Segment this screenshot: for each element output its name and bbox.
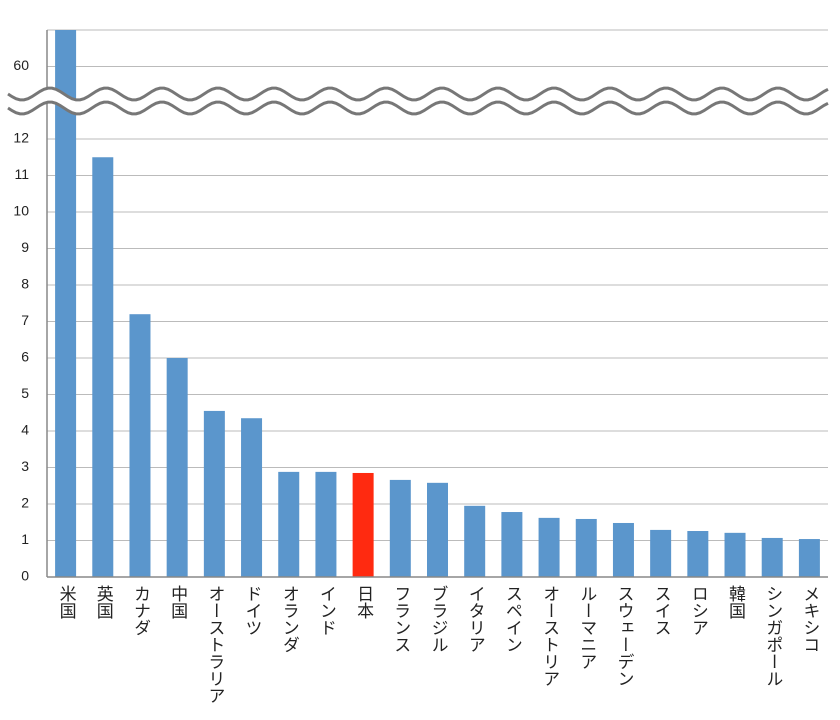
y-tick-label: 3 bbox=[21, 458, 29, 474]
y-tick-label: 4 bbox=[21, 422, 29, 438]
x-tick-label: スウェーデン bbox=[613, 585, 633, 687]
bar bbox=[687, 531, 709, 577]
bar bbox=[389, 479, 411, 577]
x-tick-label: 日本 bbox=[353, 585, 374, 619]
x-tick-label: ブラジル bbox=[428, 585, 448, 653]
bar bbox=[278, 471, 300, 577]
x-tick-label: インド bbox=[316, 585, 336, 636]
axis-break-line bbox=[7, 86, 829, 102]
bar bbox=[798, 539, 820, 577]
y-tick-label: 0 bbox=[21, 568, 29, 584]
y-tick-label: 10 bbox=[13, 203, 29, 219]
x-tick-label: シンガポール bbox=[762, 585, 782, 687]
x-tick-label: オランダ bbox=[279, 585, 299, 653]
x-tick-label: オーストラリア bbox=[204, 585, 224, 704]
bar bbox=[538, 517, 560, 577]
y-tick-label: 6 bbox=[21, 349, 29, 365]
y-tick-label: 12 bbox=[13, 130, 29, 146]
y-tick-label: 2 bbox=[21, 495, 29, 511]
bar bbox=[352, 472, 374, 577]
x-tick-label: 英国 bbox=[93, 585, 114, 619]
x-tick-label: イタリア bbox=[465, 585, 485, 653]
x-tick-label: ロシア bbox=[688, 585, 708, 636]
bar bbox=[166, 358, 188, 577]
bar bbox=[612, 522, 634, 577]
y-tick-label: 9 bbox=[21, 239, 29, 255]
x-tick-label: オーストリア bbox=[539, 585, 559, 687]
x-tick-label: メキシコ bbox=[799, 585, 819, 653]
y-tick-label: 8 bbox=[21, 276, 29, 292]
x-tick-label: スイス bbox=[651, 585, 671, 636]
x-tick-label: ルーマニア bbox=[576, 585, 596, 670]
x-tick-label: フランス bbox=[390, 585, 410, 653]
bar bbox=[129, 314, 151, 577]
bar bbox=[315, 471, 337, 577]
bar bbox=[501, 512, 523, 577]
bar bbox=[575, 518, 597, 577]
bar bbox=[241, 418, 263, 577]
bar bbox=[92, 157, 114, 577]
y-tick-label: 11 bbox=[14, 166, 29, 182]
x-tick-label: 米国 bbox=[56, 585, 77, 619]
y-tick-label: 60 bbox=[13, 57, 29, 73]
y-tick-label: 7 bbox=[21, 312, 29, 328]
bar bbox=[427, 482, 448, 577]
x-tick-label: カナダ bbox=[130, 585, 150, 636]
bar bbox=[650, 529, 672, 577]
bar bbox=[464, 505, 486, 577]
axis-break-line bbox=[7, 100, 829, 116]
bar bbox=[761, 537, 783, 577]
y-tick-label: 5 bbox=[21, 385, 29, 401]
y-tick-label: 1 bbox=[21, 531, 29, 547]
bar bbox=[203, 410, 225, 577]
x-tick-label: スペイン bbox=[502, 585, 522, 653]
x-tick-label: 韓国 bbox=[725, 585, 746, 619]
bar bbox=[724, 532, 746, 577]
x-tick-label: 中国 bbox=[167, 585, 187, 619]
x-tick-label: ドイツ bbox=[242, 585, 262, 636]
bar bbox=[55, 30, 77, 577]
